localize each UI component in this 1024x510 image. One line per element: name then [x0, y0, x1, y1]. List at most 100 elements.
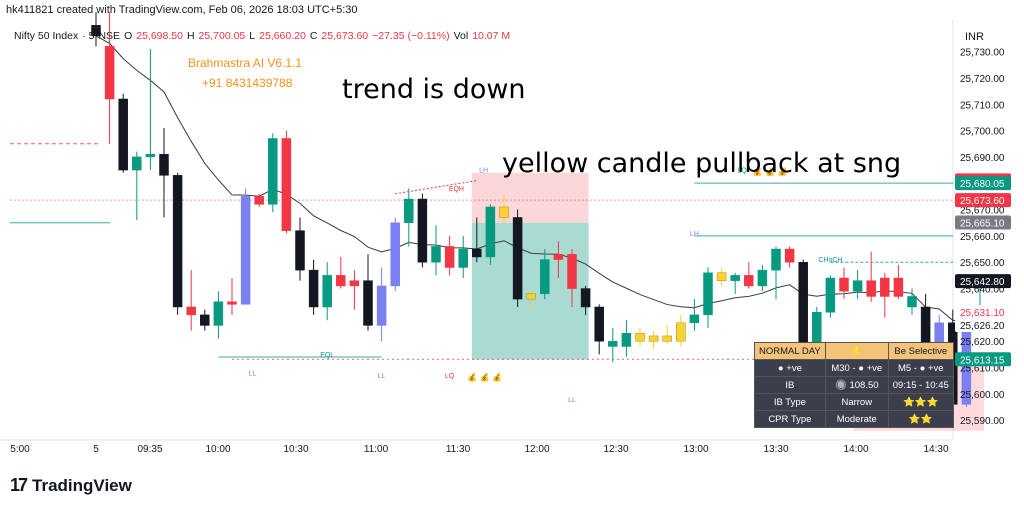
price-label-text: 25,631.10: [960, 308, 1005, 319]
price-tick-label: 25,690.00: [960, 153, 1005, 164]
legend-close-label: C: [309, 30, 318, 42]
time-tick-label: 13:00: [683, 444, 708, 455]
candle-body: [376, 285, 387, 326]
table-cell: M30 - ● +ve: [824, 359, 889, 377]
structure-label: LQ: [445, 373, 455, 380]
time-tick-label: 13:30: [763, 444, 788, 455]
legend-high: 25,700.05: [198, 30, 246, 42]
price-tick-label: 25,610.00: [960, 364, 1005, 375]
price-label-text: 25,626.20: [960, 321, 1005, 332]
price-label-box: [955, 274, 1011, 289]
candle-body: [172, 175, 183, 308]
candle-body: [281, 138, 292, 231]
time-tick-label: 12:00: [524, 444, 549, 455]
candle-body: [540, 259, 550, 295]
table-cell: ⭐⭐: [887, 410, 954, 428]
indicator-name: Brahmastra AI V6.1.1: [188, 56, 303, 70]
time-tick-label: 5: [93, 444, 99, 455]
candle-body: [512, 217, 523, 300]
candle-body: [635, 333, 645, 342]
candle-body: [118, 98, 128, 171]
candle-body: [444, 246, 455, 268]
currency-label[interactable]: INR: [965, 31, 984, 43]
legend-symbol[interactable]: Nifty 50 Index: [14, 30, 79, 42]
time-tick-label: 5:00: [10, 444, 30, 455]
price-label-text: 25,613.15: [960, 355, 1005, 366]
structure-label: EQH: [449, 186, 464, 193]
table-row: IB 🔘 108.50 09:15 - 10:45: [754, 376, 954, 394]
price-label-text: 25,680.05: [960, 179, 1005, 190]
tradingview-logo-mark: 17: [10, 475, 28, 495]
candle-body: [784, 248, 795, 263]
candle-body: [132, 156, 142, 171]
candle-body: [580, 288, 591, 308]
table-cell: 🔘 108.50: [824, 376, 889, 394]
price-label-box: [955, 215, 1011, 230]
candle-body: [866, 280, 876, 297]
candle-body: [757, 269, 768, 287]
candle-body: [91, 25, 101, 37]
candle-body: [485, 206, 496, 258]
structure-label: EQL: [320, 352, 334, 359]
candle-body: [676, 322, 686, 342]
candle-body: [893, 277, 904, 297]
candle-body: [472, 248, 482, 258]
annotation-trend-note: trend is down: [342, 74, 526, 105]
candle-body: [662, 335, 672, 342]
candle-body: [730, 275, 740, 281]
structure-label: LL: [249, 370, 257, 377]
price-tick-label: 25,650.00: [960, 258, 1005, 269]
candle-body: [295, 230, 305, 271]
candle-body: [417, 198, 428, 263]
table-cell: Narrow: [824, 393, 889, 411]
tradingview-logo: 17 TradingView: [10, 475, 132, 496]
price-label-text: 25,665.10: [960, 218, 1005, 229]
candle-body: [254, 196, 264, 205]
candle-body: [213, 301, 224, 326]
table-cell: ⭐⭐⭐: [887, 393, 954, 411]
legend-volume-label: Vol: [453, 30, 469, 42]
candle-body: [336, 275, 346, 287]
structure-label: LH: [479, 168, 488, 175]
price-tick-label: 25,730.00: [960, 48, 1005, 59]
time-tick-label: 09:35: [137, 444, 162, 455]
table-cell: IB Type: [754, 393, 826, 411]
candle-body: [880, 277, 890, 297]
candle-body: [200, 314, 210, 326]
candle-body: [825, 277, 836, 313]
legend-open-label: O: [124, 30, 133, 42]
time-tick-label: 11:00: [364, 444, 389, 455]
price-tick-label: 25,590.00: [960, 416, 1005, 427]
candle-body: [268, 138, 278, 205]
candle-body: [104, 46, 115, 100]
candle-body: [227, 301, 237, 305]
price-label-box: [955, 352, 1011, 367]
candle-body: [852, 280, 863, 292]
table-cell: CPR Type: [754, 410, 826, 428]
time-tick-label: 10:30: [283, 444, 308, 455]
table-row: CPR Type Moderate ⭐⭐: [754, 410, 954, 428]
indicator-info-table: NORMAL DAY ⭐ Be Selective ● +ve M30 - ● …: [754, 342, 954, 428]
legend-change: −27.35 (−0.11%): [372, 30, 450, 42]
candle-body: [689, 314, 700, 324]
table-cell: ⭐: [824, 342, 889, 360]
price-label-text: 25,642.80: [960, 277, 1005, 288]
candle-body: [594, 306, 604, 342]
candle-body: [145, 154, 156, 158]
candle-body: [159, 154, 169, 176]
structure-label: CHoCH: [818, 257, 842, 264]
tradingview-logo-text: TradingView: [32, 475, 132, 495]
table-cell: IB: [754, 376, 826, 394]
table-cell: NORMAL DAY: [754, 342, 826, 360]
time-tick-label: 11:30: [446, 444, 471, 455]
structure-label: LH: [690, 231, 699, 238]
time-tick-label: 12:30: [603, 444, 628, 455]
candle-body: [404, 198, 414, 223]
structure-label: LL: [378, 373, 386, 380]
table-cell: Moderate: [824, 410, 889, 428]
legend-volume: 10.07 M: [472, 30, 511, 42]
price-tick-label: 25,670.00: [960, 206, 1005, 217]
candle-body: [431, 246, 441, 263]
candle-body: [349, 280, 360, 287]
table-row: NORMAL DAY ⭐ Be Selective: [754, 342, 954, 360]
